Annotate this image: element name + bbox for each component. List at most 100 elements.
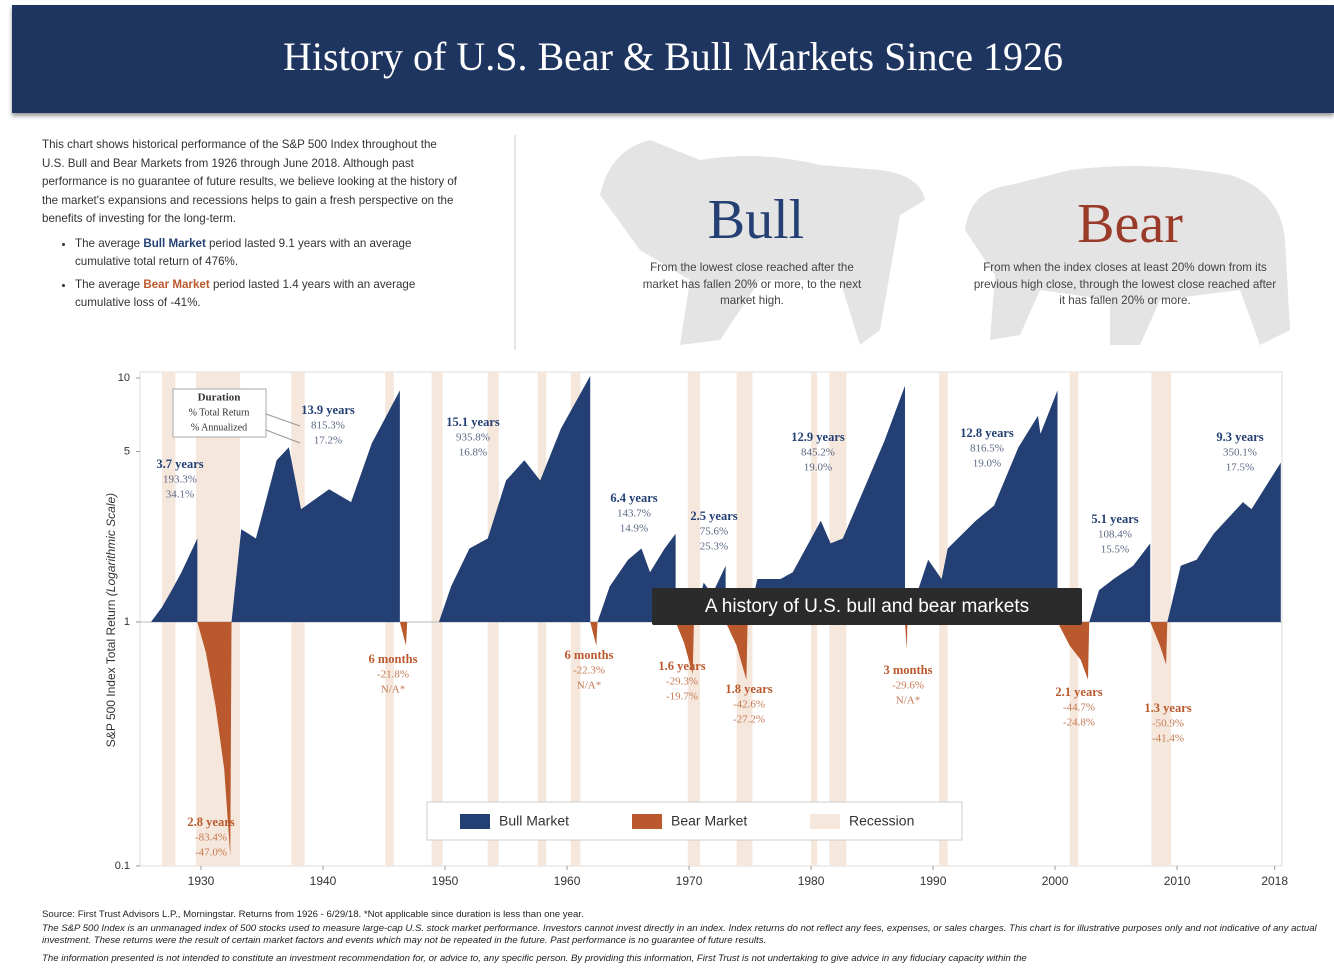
annotation-value: -41.4% (1152, 733, 1184, 745)
annotation-duration: 2.8 years (187, 815, 234, 829)
annotation-value: 19.0% (804, 462, 832, 474)
annotation-duration: 15.1 years (446, 415, 500, 429)
annotation-duration: 6.4 years (610, 491, 657, 505)
annotation-duration: 9.3 years (1216, 430, 1263, 444)
annotation-value: -29.3% (666, 676, 698, 688)
annotation-value: 17.2% (314, 435, 342, 447)
duration-leader (265, 413, 301, 427)
silhouettes (600, 140, 1290, 345)
notice: The information presented is not intende… (42, 953, 1027, 964)
bull-silhouette (600, 140, 925, 345)
bear-area (399, 622, 408, 646)
bullet-text: The average (75, 236, 144, 250)
x-tick-label: 2010 (1164, 874, 1191, 888)
footnote: Source: First Trust Advisors L.P., Morni… (42, 907, 1332, 967)
annotation-value: 815.3% (311, 420, 345, 432)
legend-swatch (460, 814, 490, 829)
annotation-value: -22.3% (573, 665, 605, 677)
annotation-duration: 1.6 years (658, 659, 705, 673)
x-tick-label: 1950 (432, 874, 459, 888)
annotation-value: -50.9% (1152, 718, 1184, 730)
annotation-value: -42.6% (733, 699, 765, 711)
legend-swatch (632, 814, 662, 829)
legend-label: Bear Market (671, 813, 747, 829)
annotation-value: -27.2% (733, 714, 765, 726)
bullet-highlight: Bull Market (143, 236, 206, 250)
annotation-value: 14.9% (620, 523, 648, 535)
legend-box (426, 801, 963, 841)
annotation-value: -44.7% (1063, 702, 1095, 714)
y-axis-title: S&P 500 Index Total Return (Logarithmic … (104, 493, 118, 747)
bull-area (231, 390, 400, 622)
annotation-duration: 13.9 years (301, 403, 355, 417)
bear-area (1057, 622, 1090, 680)
annotation-value: -24.8% (1063, 717, 1095, 729)
legend-swatch (810, 814, 840, 829)
duration-key-item: % Annualized (191, 422, 247, 433)
duration-leader (265, 429, 301, 444)
header-title: History of U.S. Bear & Bull Markets Sinc… (12, 5, 1334, 113)
plot-frame (139, 371, 1283, 867)
annotation-value: 25.3% (700, 541, 728, 553)
annotation-value: -19.7% (666, 691, 698, 703)
x-tick-label: 1940 (310, 874, 337, 888)
annotation-value: -83.4% (195, 832, 227, 844)
y-tick-label: 0.1 (115, 860, 130, 872)
y-tick-label: 1 (124, 616, 130, 628)
bear-area (1150, 622, 1168, 665)
bull-definition: From the lowest close reached after the … (642, 261, 862, 307)
x-tick-label: 1980 (798, 874, 825, 888)
x-tick-label: 1970 (676, 874, 703, 888)
recession-band (431, 372, 443, 866)
bear-area (675, 622, 694, 675)
y-tick-label: 5 (124, 445, 130, 457)
intro-paragraph: This chart shows historical performance … (42, 138, 458, 226)
bullet-text: period lasted 1.4 years with an average … (75, 277, 416, 309)
x-tick-label: 1990 (920, 874, 947, 888)
legend-label: Recession (849, 813, 914, 829)
x-tick-label: 1930 (188, 874, 215, 888)
annotation-duration: 1.8 years (725, 682, 772, 696)
y-label-note: (Logarithmic Scale) (104, 493, 118, 596)
tooltip: A history of U.S. bull and bear markets (652, 588, 1082, 625)
bull-area (438, 375, 591, 622)
y-label: S&P 500 Index Total Return (104, 600, 118, 748)
bullet-text: period lasted 9.1 years with an average … (75, 236, 412, 268)
bear-area (197, 622, 232, 856)
bullet-highlight: Bear Market (143, 277, 210, 291)
annotation-value: 816.5% (970, 443, 1004, 455)
annotation-value: 193.3% (163, 474, 197, 486)
annotation-duration: 6 months (369, 652, 418, 666)
annotation-value: 17.5% (1226, 462, 1254, 474)
annotation-value: 935.8% (456, 432, 490, 444)
bear-definition: From when the index closes at least 20% … (973, 261, 1277, 307)
bull-title: Bull (707, 189, 805, 251)
disclaimer: The S&P 500 Index is an unmanaged index … (42, 923, 1317, 946)
annotation-duration: 6 months (565, 648, 614, 662)
annotation-value: N/A* (896, 695, 920, 707)
duration-key-box (172, 388, 267, 438)
annotation-value: N/A* (381, 684, 405, 696)
bull-area (907, 390, 1058, 622)
bull-area (150, 538, 198, 622)
bullet: The average Bull Market period lasted 9.… (75, 235, 462, 271)
bull-area (747, 385, 905, 622)
duration-key-item: Duration (198, 392, 241, 404)
bear-area (590, 622, 598, 646)
annotation-duration: 2.5 years (690, 509, 737, 523)
annotation-value: 15.5% (1101, 544, 1129, 556)
annotation-duration: 3 months (884, 663, 933, 677)
x-tick-label: 1960 (554, 874, 581, 888)
annotation-duration: 12.9 years (791, 430, 845, 444)
recession-band (1151, 372, 1171, 866)
bear-area (725, 622, 748, 680)
source: Source: First Trust Advisors L.P., Morni… (42, 909, 584, 920)
bull-area (1089, 543, 1151, 622)
bull-area (1167, 462, 1281, 622)
annotation-value: 19.0% (973, 458, 1001, 470)
annotation-value: 143.7% (617, 508, 651, 520)
annotation-value: 845.2% (801, 447, 835, 459)
x-tick-label: 2000 (1042, 874, 1069, 888)
